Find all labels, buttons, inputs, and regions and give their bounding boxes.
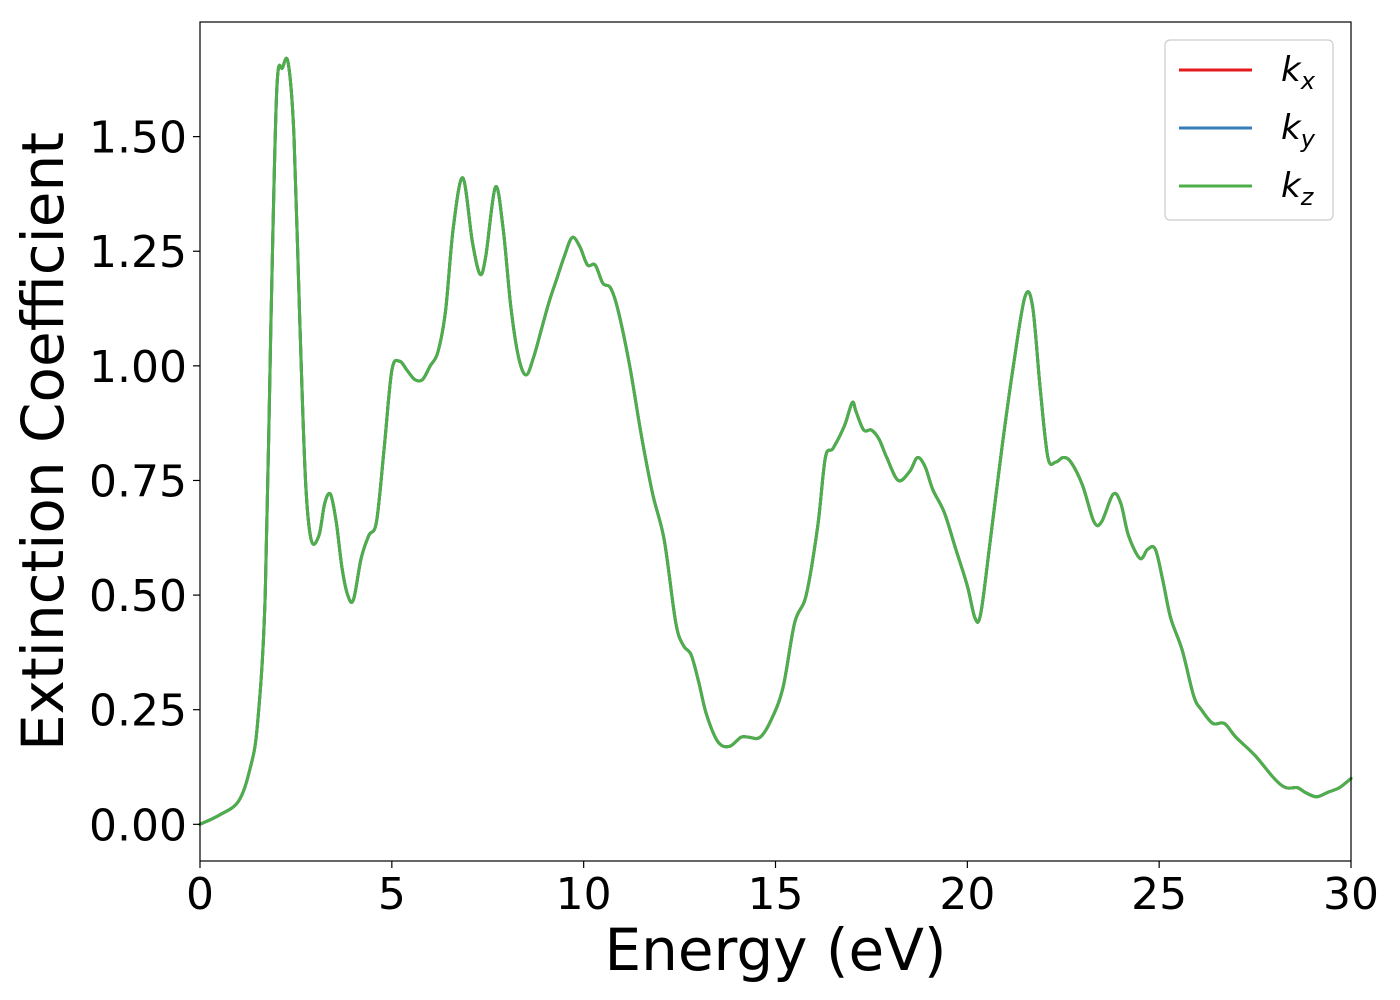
y-tick-label: 0.25 [89,686,187,737]
legend-label-kz: kz [1281,166,1315,211]
y-tick-label: 0.50 [89,571,187,622]
legend-label-kx: kx [1281,50,1316,95]
x-axis-title: Energy (eV) [604,916,946,984]
legend: kx ky kz [1164,39,1334,221]
y-tick-label: 1.50 [89,113,187,164]
x-tick-label: 25 [1131,869,1187,920]
x-tick-label: 0 [186,869,214,920]
x-tick-label: 15 [748,869,804,920]
legend-label-ky: ky [1281,108,1316,153]
y-tick-label: 0.75 [89,456,187,507]
y-tick-label: 1.25 [89,227,187,278]
series-layer [198,56,1353,826]
series-line-kz [198,56,1353,826]
legend-box [1164,39,1334,221]
x-axis: 0 5 10 15 20 25 30 [186,861,1379,920]
y-tick-label: 0.00 [89,800,187,851]
x-tick-label: 20 [939,869,995,920]
x-tick-label: 10 [556,869,612,920]
x-tick-label: 30 [1323,869,1379,920]
y-axis: 0.00 0.25 0.50 0.75 1.00 1.25 1.50 [89,113,200,851]
y-tick-label: 1.00 [89,342,187,393]
x-tick-label: 5 [378,869,406,920]
y-axis-title: Extinction Coefficient [9,132,77,751]
